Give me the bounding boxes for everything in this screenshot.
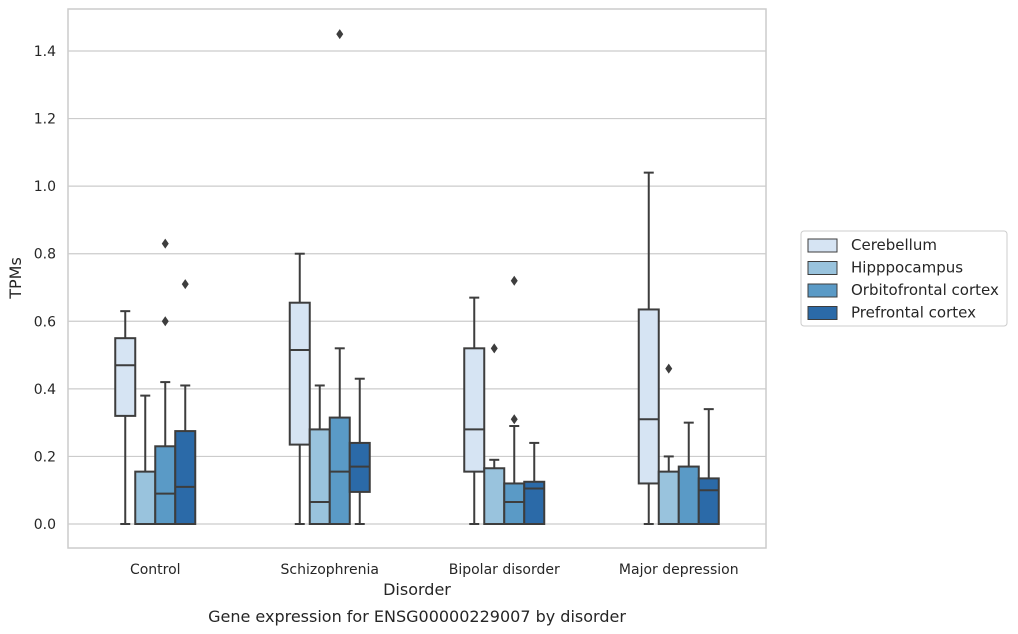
chart-caption: Gene expression for ENSG00000229007 by d…: [208, 607, 626, 626]
outlier-point: [510, 414, 518, 425]
box-cerebellum: [288, 252, 311, 525]
legend-items: Cerebellum Hipppocampus Orbitofrontal cort…: [807, 236, 999, 322]
box-prefrontal-cortex: [523, 441, 546, 525]
y-tick-labels: 0.0 0.2 0.4 0.6 0.8 1.0 1.2 1.4: [34, 44, 56, 533]
box-orbitofrontal-cortex: [154, 238, 177, 525]
outlier-point: [510, 275, 518, 286]
box-cerebellum: [637, 171, 660, 525]
box-iqr: [134, 470, 157, 525]
legend: Cerebellum Hipppocampus Orbitofrontal cort…: [800, 230, 1008, 327]
box-iqr: [288, 301, 311, 446]
box-orbitofrontal-cortex: [503, 275, 526, 526]
y-tick-label: 0.6: [34, 314, 56, 330]
legend-swatch: [807, 306, 838, 320]
x-tick-label: Control: [130, 562, 181, 578]
outlier-point: [161, 316, 169, 327]
x-tick-label: Major depression: [619, 562, 739, 578]
box-iqr: [483, 467, 506, 525]
box-iqr: [174, 430, 197, 526]
box-hipppocampus: [657, 363, 680, 525]
box-orbitofrontal-cortex: [328, 29, 351, 526]
legend-swatch: [807, 238, 838, 253]
outlier-point: [336, 29, 344, 40]
box-orbitofrontal-cortex: [677, 421, 700, 526]
box-hipppocampus: [308, 384, 331, 525]
y-tick-label: 1.4: [34, 44, 56, 60]
x-axis-label: Disorder: [383, 580, 451, 599]
y-tick-label: 0.4: [34, 382, 56, 398]
box-iqr: [697, 477, 720, 525]
y-axis-label: TPMs: [6, 257, 25, 300]
box-iqr: [677, 465, 700, 526]
boxes-layer: [114, 29, 720, 526]
y-tick-label: 1.0: [34, 179, 56, 195]
outlier-point: [490, 343, 498, 354]
x-tick-label: Schizophrenia: [281, 562, 379, 578]
y-tick-label: 0.0: [34, 517, 56, 533]
box-iqr: [523, 480, 546, 525]
legend-label: Prefrontal cortex: [851, 304, 976, 322]
box-iqr: [503, 482, 526, 526]
box-iqr: [154, 445, 177, 525]
box-cerebellum: [114, 310, 137, 525]
box-iqr: [657, 470, 680, 525]
outlier-point: [161, 238, 169, 249]
y-tick-label: 0.2: [34, 449, 56, 465]
y-tick-label: 0.8: [34, 247, 56, 263]
x-tick-label: Bipolar disorder: [449, 562, 560, 578]
legend-label: Cerebellum: [851, 236, 937, 254]
box-hipppocampus: [134, 394, 157, 525]
box-iqr: [637, 308, 660, 485]
legend-swatch: [807, 283, 838, 298]
box-prefrontal-cortex: [348, 377, 371, 525]
legend-label: Hipppocampus: [851, 259, 963, 277]
outlier-point: [665, 363, 673, 374]
box-iqr: [114, 337, 137, 417]
plot-frame: [67, 8, 767, 549]
y-tick-label: 1.2: [34, 112, 56, 128]
box-iqr: [463, 347, 486, 473]
legend-swatch: [807, 261, 838, 275]
box-iqr: [308, 428, 331, 525]
legend-frame: [800, 230, 1008, 327]
legend-label: Orbitofrontal cortex: [851, 281, 999, 299]
outlier-point: [181, 279, 189, 290]
box-cerebellum: [463, 296, 486, 525]
box-prefrontal-cortex: [697, 408, 720, 525]
box-hipppocampus: [483, 343, 506, 525]
x-tick-labels: Control Schizophrenia Bipolar disorder Majo…: [130, 562, 739, 578]
box-prefrontal-cortex: [174, 279, 197, 526]
